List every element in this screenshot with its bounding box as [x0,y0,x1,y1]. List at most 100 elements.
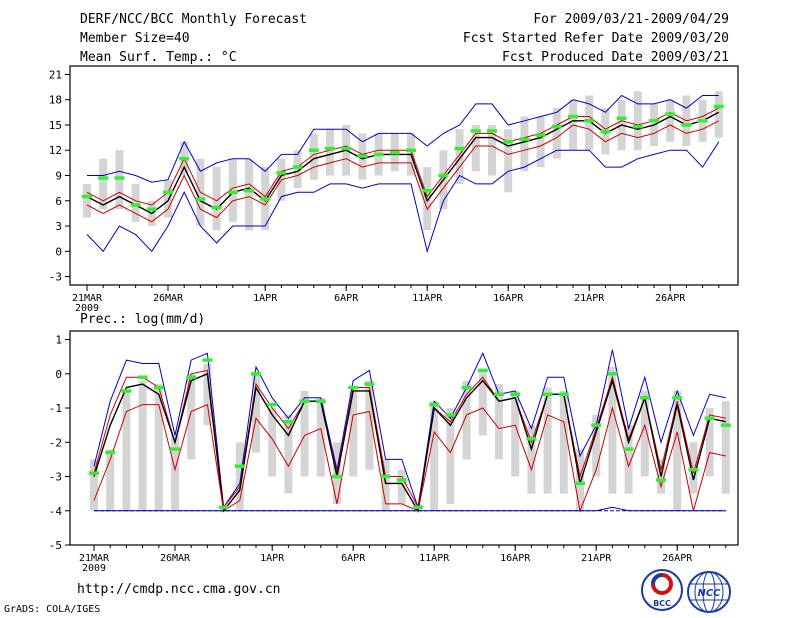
y-tick-label: 21 [49,68,62,81]
spread-bar [559,390,568,494]
spread-bar [228,158,237,222]
footer-url[interactable]: http://cmdp.ncc.cma.gov.cn [77,582,281,597]
min-line [94,506,726,512]
max-line [93,349,726,509]
spread-bar [212,167,221,231]
spread-bar [705,408,714,477]
spread-bar [381,459,390,511]
spread-bar [316,397,325,477]
y-tick-label: 0 [55,245,62,258]
spread-bar [326,129,334,176]
spread-bar [478,370,487,436]
min-line [86,141,720,254]
y-tick-label: 9 [55,170,62,183]
spread-bar [154,384,163,511]
x-tick-label: 21MAR [72,293,103,304]
plot-frame [69,330,739,546]
y-tick-label: -3 [49,271,62,284]
y-tick-label: -5 [49,539,62,552]
q25-line [93,403,726,513]
spread-bar [365,380,374,470]
x-tick-label: 21APR [581,553,612,564]
x-tick-label: 16APR [493,293,524,304]
x-tick-label: 1APR [260,553,285,564]
x-tick-label: 21MAR [79,553,110,564]
y-tick-label: 12 [49,144,62,157]
spread-bar [122,390,131,511]
y-tick-label: -1 [49,402,62,415]
started-date: Fcst Started Refer Date 2009/03/20 [462,31,729,46]
spread-bar [268,408,277,477]
spread-bar [673,390,682,511]
spread-bar [666,99,675,142]
spread-bar [300,390,309,477]
spread-bar [504,129,513,193]
spread-bar [585,95,594,151]
spread-bar [511,390,520,477]
spread-bar [83,183,91,218]
y-tick-label: -2 [49,436,62,449]
x-tick-label: 26MAR [160,553,191,564]
x-tick-label: 11APR [419,553,450,564]
x-tick-label: 26MAR [153,293,184,304]
spread-bar [430,401,439,511]
spread-bar [397,469,406,504]
median-line [86,111,720,215]
max-line [87,94,719,183]
grads-credit: GrADS: COLA/IGES [4,604,101,615]
q75-line [86,107,720,206]
spread-bar [99,158,108,210]
spread-bar [543,387,552,494]
spread-bar [252,373,260,453]
y-tick-label: 18 [49,94,62,107]
spread-bar [624,425,633,494]
spread-bar [640,390,649,477]
plot-frame [69,65,739,286]
spread-bar [633,91,642,151]
variable-label: Mean Surf. Temp.: °C [80,50,237,65]
spread-bar [171,435,179,511]
spread-bar [293,150,302,189]
q75-line [93,369,726,509]
spread-bar [423,167,432,231]
year-label: 2009 [75,303,99,314]
spread-bar [187,373,196,460]
spread-bar [138,380,147,511]
spread-bar [164,179,172,218]
spread-bar [90,459,98,511]
spread-bar [462,380,471,460]
y-tick-label: -4 [49,505,63,518]
spread-bar [488,124,496,176]
year-label: 2009 [82,563,106,574]
spread-bar [309,133,318,180]
x-tick-label: 6APR [334,293,359,304]
spread-bar [592,414,601,477]
spread-bar [349,390,358,477]
bcc-logo-text: BCC [653,599,671,608]
spread-bar [520,116,529,172]
spread-bar [245,158,253,231]
median-line [93,372,726,513]
x-tick-label: 26APR [662,553,693,564]
y-tick-label: 0 [55,368,62,381]
precip-title: Prec.: log(mm/d) [80,312,205,327]
spread-bar [106,449,115,511]
member-size: Member Size=40 [80,31,190,46]
spread-bar [536,116,545,168]
spread-bar [721,401,730,494]
y-tick-label: 6 [55,195,62,208]
y-tick-label: -3 [49,471,62,484]
spread-bar [714,91,723,138]
ncc-logo-text: NCC [697,588,721,599]
x-tick-label: 26APR [655,293,686,304]
x-tick-label: 1APR [253,293,278,304]
spread-bar [455,129,464,184]
y-tick-label: 1 [55,334,62,347]
precipitation-panel: -5 -4 -3 -2 -1 0 1 21MAR 26MAR 1APR 6APR 11APR 16APR… [49,330,739,574]
spread-bar [235,442,244,511]
y-tick-label: 15 [49,119,62,132]
bcc-logo: BCC [641,569,683,611]
y-tick-label: 3 [55,220,62,233]
spread-bar [203,363,212,426]
spread-bar [446,408,455,504]
